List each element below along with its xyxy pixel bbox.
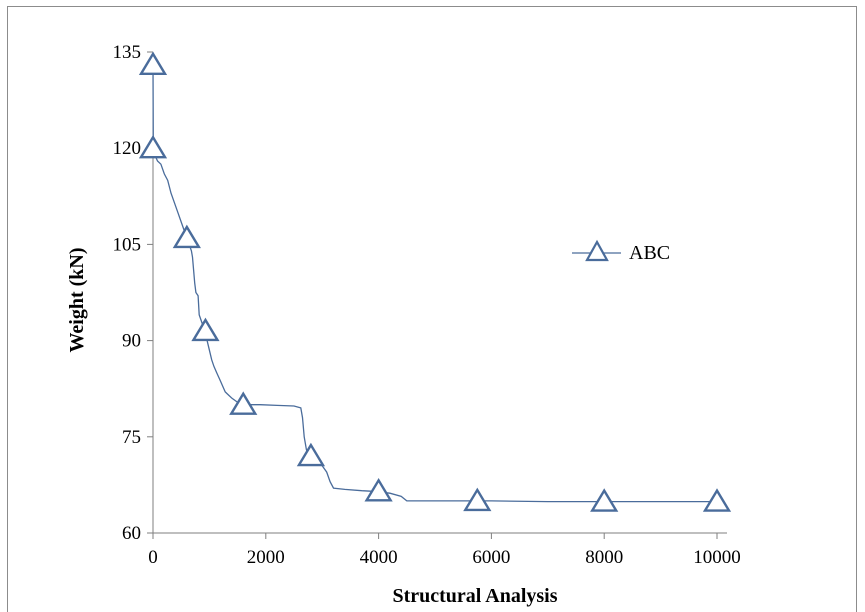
y-tick-label: 120 — [113, 138, 142, 159]
data-point-marker — [296, 442, 326, 467]
series-abc-line — [152, 64, 717, 503]
y-tick-label: 60 — [122, 523, 141, 544]
x-tick-label: 8000 — [585, 547, 623, 568]
data-point-marker — [138, 51, 168, 76]
data-point-marker — [463, 487, 492, 512]
data-point-marker — [138, 134, 168, 159]
y-tick-label: 135 — [113, 42, 142, 63]
x-tick-label: 10000 — [693, 547, 741, 568]
series-abc-markers — [138, 51, 732, 512]
x-tick-label: 6000 — [472, 547, 510, 568]
data-point-marker — [364, 477, 393, 502]
data-point-marker — [191, 317, 220, 342]
y-tick-label: 90 — [122, 331, 141, 352]
y-axis-title: Weight (kN) — [66, 248, 88, 353]
legend-marker-triangle — [585, 239, 609, 262]
x-tick-label: 0 — [148, 547, 158, 568]
data-point-marker — [590, 488, 619, 512]
legend-label-abc: ABC — [629, 242, 670, 264]
x-tick-label: 2000 — [247, 547, 285, 568]
y-tick-label: 105 — [113, 234, 142, 255]
data-point-marker — [702, 488, 732, 512]
x-axis-title: Structural Analysis — [392, 585, 557, 607]
series-abc — [152, 64, 717, 503]
tick-labels: 60 75 90 105 120 135 0 2000 4000 6000 8000 10000 — [113, 42, 741, 568]
axes — [147, 51, 727, 539]
y-tick-label: 75 — [122, 427, 141, 448]
legend: ABC — [572, 239, 670, 264]
x-tick-label: 4000 — [360, 547, 398, 568]
data-point-marker — [172, 224, 201, 249]
data-point-marker — [229, 391, 258, 415]
